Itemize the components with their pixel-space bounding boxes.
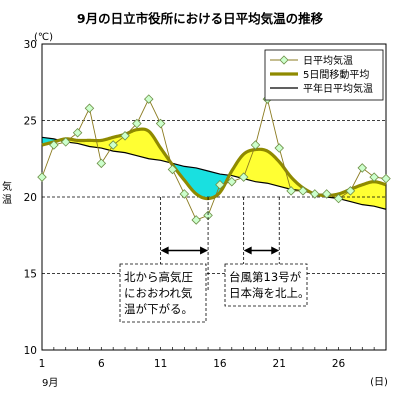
daily-temperature-point [132,118,142,129]
annotation-box [224,263,308,307]
above-normal-fill [317,181,386,210]
annotation-text: におおわれ気 [124,286,193,300]
daily-temperature-point [84,103,95,114]
daily-temperature-point [60,137,71,147]
y-tick-label: 15 [24,269,37,281]
daily-temperature-point [215,179,225,190]
daily-temperature-point [155,118,166,129]
legend-label: 平年日平均気温 [303,82,373,95]
y-tick-label: 25 [24,116,37,128]
y-tick-label: 30 [24,39,37,51]
annotation-arrowhead-left [243,246,252,255]
annotation-arrowhead-right [271,246,280,255]
x-unit-label: (日) [370,377,388,388]
x-tick-label: 1 [39,358,46,370]
y-axis-label-char: 気 [2,180,12,193]
legend-label: 5日間移動平均 [303,68,369,81]
daily-temperature-point [298,186,308,196]
daily-temperature-point [179,189,190,199]
daily-temperature-point [191,215,201,225]
x-tick-label: 16 [213,358,227,370]
daily-temperature-point [108,140,118,150]
above-normal-fill [229,149,315,194]
daily-temperature-point [72,127,83,138]
daily-temperature-point [345,186,356,196]
daily-temperature-point [37,172,47,182]
daily-temperature-point [333,193,344,204]
y-tick-label: 20 [24,192,37,204]
x-tick-label: 26 [332,358,346,370]
daily-temperature-point [286,186,296,196]
x-tick-label: 6 [98,358,105,370]
y-unit-label: (℃) [34,32,53,43]
daily-temperature-point [369,172,379,182]
daily-temperature-line [41,98,387,221]
legend-marker-daily [279,55,289,65]
daily-temperature-point [381,173,391,184]
daily-temperature-point [49,140,59,150]
annotation-text: 北から高気圧 [124,270,193,284]
annotation-text: 台風第13号が [229,270,302,284]
y-axis-label: 気温 [2,180,12,206]
daily-temperature-point [238,172,249,182]
x-tick-label: 11 [154,358,167,370]
normal-temperature-line [41,136,387,210]
daily-temperature-point [96,158,107,169]
month-label: 9月 [42,377,58,389]
annotation-arrowhead-left [160,246,169,255]
y-tick-label: 10 [24,345,37,357]
daily-temperature-point [250,140,261,150]
annotation-arrowhead-right [200,246,209,255]
chart-title: 9月の日立市役所における日平均気温の推移 [77,11,324,26]
legend-label: 日平均気温 [303,54,353,67]
x-tick-label: 21 [273,358,286,370]
daily-temperature-point [321,189,332,199]
daily-temperature-point [120,131,130,141]
daily-temperature-point [310,189,320,199]
daily-temperature-point [167,164,178,175]
plot-frame [41,43,387,351]
daily-temperature-point [357,163,368,173]
annotation-box [119,263,207,323]
annotation-text: 日本海を北上。 [229,286,310,300]
daily-temperature-point [143,94,154,104]
y-axis-label-char: 温 [2,194,12,206]
below-normal-fill [171,162,230,199]
daily-temperature-point [227,176,237,187]
daily-temperature-point [274,143,285,153]
annotation-text: 温が下がる。 [124,302,193,316]
